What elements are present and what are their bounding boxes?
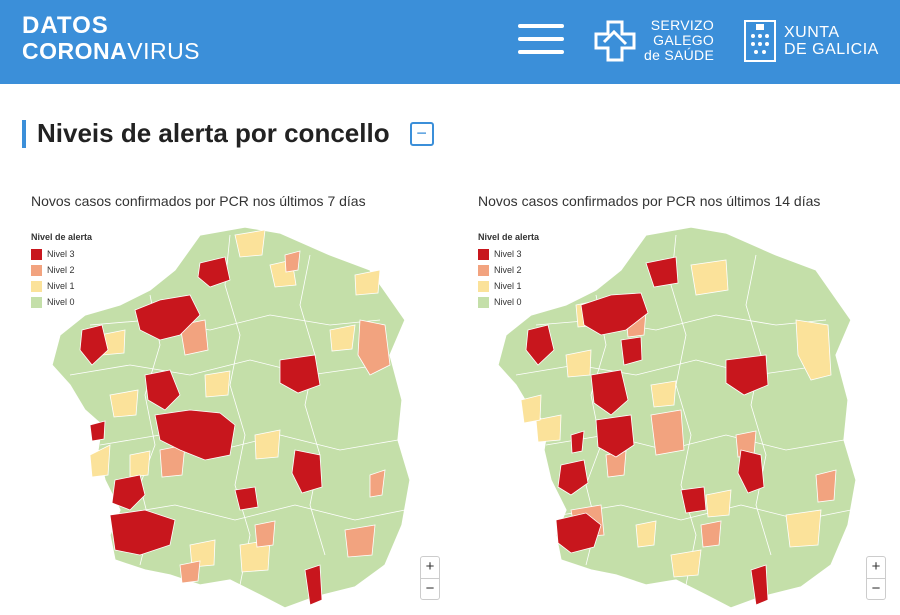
brand-line2: CORONAVIRUS bbox=[22, 38, 201, 64]
xunta-line1: XUNTA bbox=[784, 24, 840, 41]
title-accent-bar bbox=[22, 119, 26, 148]
legend-item-nivel3: Nivel 3 bbox=[478, 246, 539, 262]
legend-item-nivel0: Nivel 0 bbox=[478, 294, 539, 310]
collapse-button[interactable]: − bbox=[409, 121, 434, 146]
nivel3-areas bbox=[525, 256, 769, 606]
brand-line1: DATOS bbox=[22, 12, 109, 39]
sergas-cross-icon bbox=[594, 20, 636, 61]
map1-zoom-control: + − bbox=[420, 556, 440, 600]
nivel3-areas bbox=[79, 256, 323, 606]
sergas-line3: de SAÚDE bbox=[644, 47, 715, 63]
map1-legend: Nivel de alerta Nivel 3 Nivel 2 Nivel 1 … bbox=[31, 232, 92, 310]
map1-zoom-in-button[interactable]: + bbox=[425, 558, 435, 575]
datos-coronavirus-logo[interactable]: DATOS CORONAVIRUS bbox=[22, 14, 200, 63]
map2-zoom-control: + − bbox=[866, 556, 886, 600]
page-title: Niveis de alerta por concello bbox=[37, 118, 390, 148]
map2-choropleth[interactable] bbox=[476, 225, 866, 610]
nivel2-areas bbox=[159, 250, 391, 584]
xunta-line2: DE GALICIA bbox=[784, 41, 879, 58]
hamburger-icon[interactable] bbox=[518, 24, 564, 56]
sergas-line2: GALEGO bbox=[653, 32, 715, 48]
map2-zoom-in-button[interactable]: + bbox=[871, 558, 881, 575]
xunta-logo[interactable]: XUNTA DE GALICIA bbox=[744, 20, 879, 62]
map1-choropleth[interactable] bbox=[30, 225, 420, 610]
map1-zoom-out-button[interactable]: − bbox=[421, 578, 439, 599]
map2-title: Novos casos confirmados por PCR nos últi… bbox=[478, 193, 821, 209]
legend-item-nivel2: Nivel 2 bbox=[31, 262, 92, 278]
legend-item-nivel1: Nivel 1 bbox=[31, 278, 92, 294]
legend-item-nivel1: Nivel 1 bbox=[478, 278, 539, 294]
xunta-shield-icon bbox=[744, 20, 776, 62]
map1-title: Novos casos confirmados por PCR nos últi… bbox=[31, 193, 366, 209]
legend-item-nivel3: Nivel 3 bbox=[31, 246, 92, 262]
legend-title: Nivel de alerta bbox=[478, 232, 540, 242]
section-header: Niveis de alerta por concello − bbox=[22, 118, 434, 149]
legend-item-nivel2: Nivel 2 bbox=[478, 262, 539, 278]
map2-legend: Nivel de alerta Nivel 3 Nivel 2 Nivel 1 … bbox=[478, 232, 539, 310]
sergas-line1: SERVIZO bbox=[650, 17, 715, 33]
sergas-logo[interactable]: SERVIZO GALEGO de SAÚDE bbox=[594, 18, 714, 63]
map2-zoom-out-button[interactable]: − bbox=[867, 578, 885, 599]
legend-item-nivel0: Nivel 0 bbox=[31, 294, 92, 310]
top-header: DATOS CORONAVIRUS SERVIZO GALEGO de SAÚD… bbox=[0, 0, 900, 84]
legend-title: Nivel de alerta bbox=[31, 232, 93, 242]
